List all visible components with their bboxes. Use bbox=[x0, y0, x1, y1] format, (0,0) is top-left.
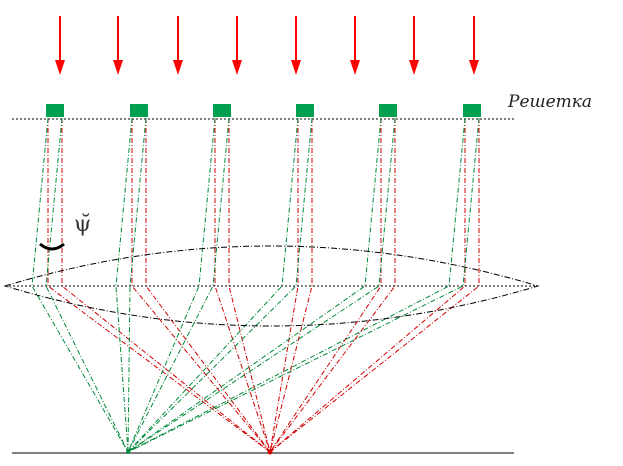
grating-slit bbox=[296, 104, 314, 117]
focus-point-red bbox=[267, 449, 273, 455]
angle-label: ψ̆ bbox=[74, 212, 92, 237]
incident-arrow-head bbox=[55, 60, 65, 75]
diffracted-ray bbox=[127, 117, 230, 453]
grating-slit bbox=[130, 104, 148, 117]
direct-ray bbox=[269, 118, 466, 453]
direct-ray bbox=[214, 118, 271, 453]
direct-ray bbox=[269, 118, 382, 453]
diffracted-ray bbox=[127, 117, 313, 453]
incident-arrow-head bbox=[350, 60, 360, 75]
grating-slit bbox=[46, 104, 64, 117]
incident-arrows bbox=[55, 16, 479, 75]
incident-arrow-head bbox=[232, 60, 242, 75]
diffracted-ray bbox=[127, 117, 382, 453]
diffracted-ray bbox=[127, 117, 396, 453]
direct-ray bbox=[269, 118, 480, 453]
ray-paths bbox=[31, 117, 480, 453]
direct-ray bbox=[61, 118, 271, 453]
grating-slits bbox=[46, 104, 481, 117]
incident-arrow-head bbox=[113, 60, 123, 75]
direct-ray bbox=[269, 118, 299, 453]
grating-slit bbox=[379, 104, 397, 117]
incident-arrow-head bbox=[469, 60, 479, 75]
grating-slit bbox=[463, 104, 481, 117]
grating-slit bbox=[213, 104, 231, 117]
direct-ray bbox=[47, 118, 271, 453]
diffracted-ray bbox=[127, 117, 147, 453]
direct-ray bbox=[228, 118, 271, 453]
incident-arrow-head bbox=[173, 60, 183, 75]
focus-point-green bbox=[126, 450, 130, 454]
direct-ray bbox=[131, 118, 271, 453]
angle-arc bbox=[39, 242, 65, 251]
grating-label: Решетка bbox=[508, 92, 593, 112]
incident-arrow-head bbox=[291, 60, 301, 75]
incident-arrow-head bbox=[409, 60, 419, 75]
diffracted-ray bbox=[45, 117, 129, 453]
direct-ray bbox=[269, 118, 313, 453]
